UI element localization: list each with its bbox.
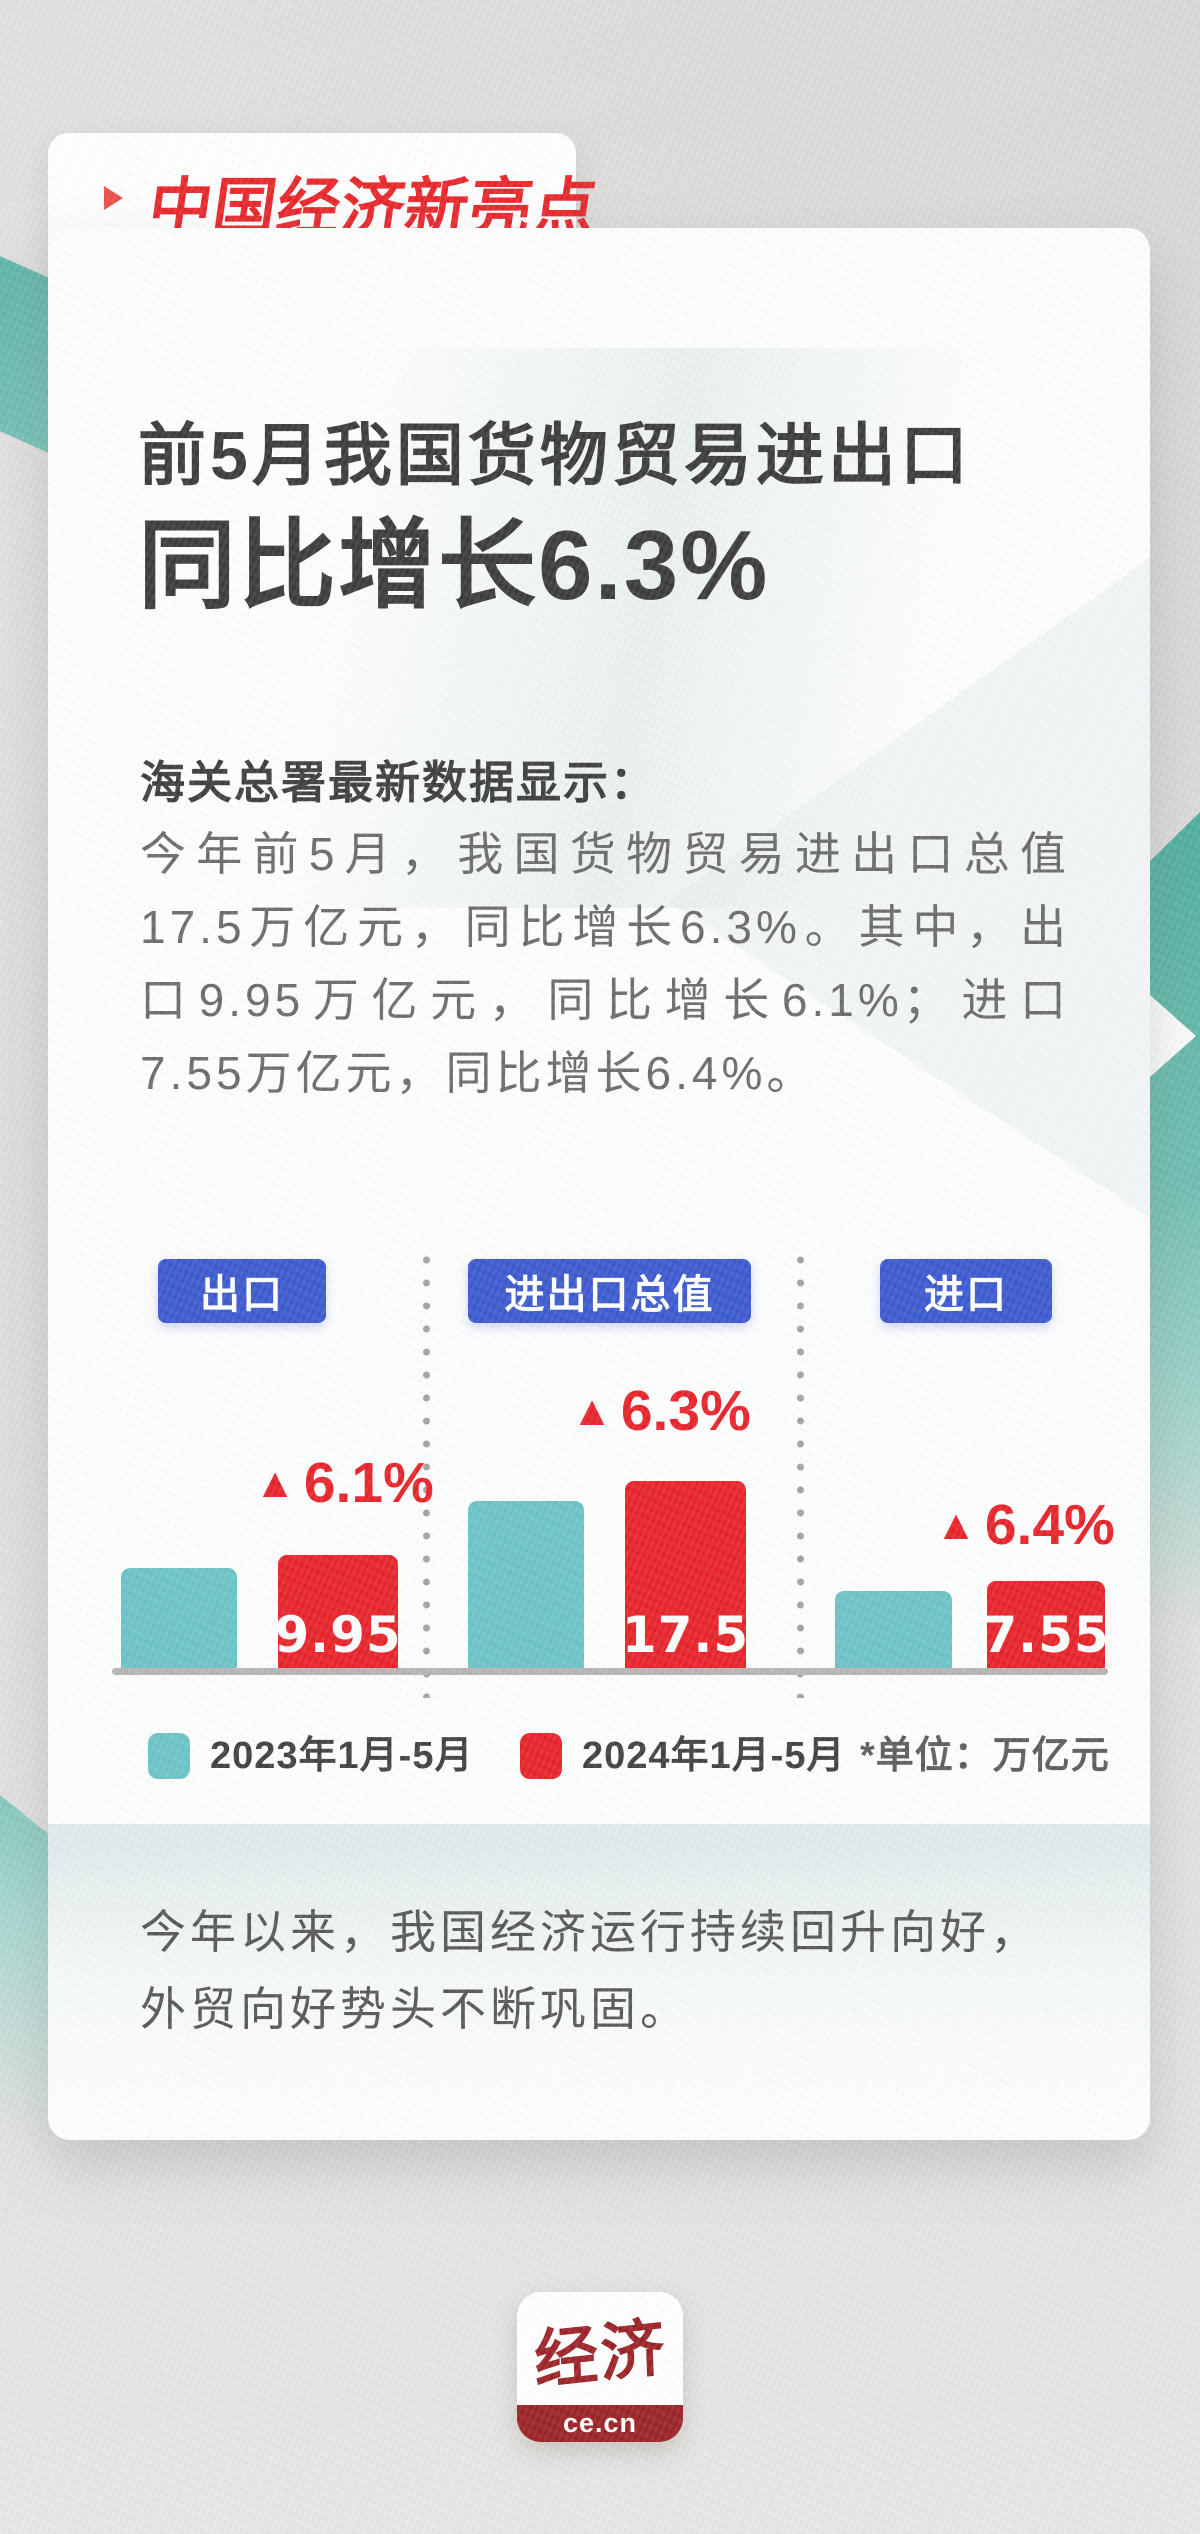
ce-cn-logo: 经济 ce.cn <box>517 2292 683 2442</box>
body-paragraph-line: 今年前5月，我国货物贸易进出口总值 <box>140 828 1070 880</box>
growth-value: 6.3% <box>620 1379 751 1443</box>
body-paragraph: 今年前5月，我国货物贸易进出口总值 17.5万亿元，同比增长6.3%。其中，出 … <box>140 818 1070 1110</box>
chart-baseline <box>112 1668 1108 1675</box>
legend-swatch-2023 <box>148 1733 190 1779</box>
logo-domain-band: ce.cn <box>517 2405 683 2442</box>
growth-annotation-export: ▲ 6.1% <box>224 1450 464 1516</box>
teal-band-right <box>1150 812 1200 1632</box>
bar-2024-export: 9.95 <box>274 1555 401 1672</box>
bar-2024-total: 17.5 <box>621 1481 750 1672</box>
content-card: 前5月我国货物贸易进出口 同比增长6.3% 海关总署最新数据显示： 今年前5月，… <box>48 228 1150 2140</box>
teal-band-left-bottom <box>0 1795 52 2145</box>
category-label-export: 出口 <box>158 1259 326 1323</box>
closing-paragraph: 今年以来，我国经济运行持续回升向好， 外贸向好势头不断巩固。 <box>140 1894 1080 2048</box>
bar-2023-export <box>121 1568 237 1672</box>
legend-label-2023: 2023年1月-5月 <box>210 1735 474 1777</box>
body-paragraph-line: 口9.95万亿元，同比增长6.1%；进口 <box>140 974 1070 1026</box>
chart-legend: 2023年1月-5月 2024年1月-5月 *单位：万亿元 <box>48 1733 1150 1781</box>
up-triangle-icon: ▲ <box>254 1459 296 1506</box>
bar-value-label: 7.55 <box>982 1606 1110 1664</box>
up-triangle-icon: ▲ <box>571 1387 613 1434</box>
page-title-line2: 同比增长6.3% <box>138 510 770 620</box>
bar-2024-import: 7.55 <box>982 1581 1109 1672</box>
legend-label-2024: 2024年1月-5月 <box>582 1735 846 1777</box>
body-paragraph-line: 7.55万亿元，同比增长6.4%。 <box>140 1047 817 1099</box>
body-paragraph-line: 17.5万亿元，同比增长6.3%。其中，出 <box>140 901 1070 953</box>
legend-swatch-2024 <box>520 1733 562 1779</box>
page-title-line1: 前5月我国货物贸易进出口 <box>138 418 972 494</box>
growth-value: 6.1% <box>303 1451 434 1515</box>
bar-value-label: 9.95 <box>274 1606 402 1664</box>
up-triangle-icon: ▲ <box>935 1501 977 1548</box>
unit-note: *单位：万亿元 <box>860 1735 1110 1777</box>
bar-value-label: 17.5 <box>621 1606 750 1664</box>
growth-annotation-import: ▲ 6.4% <box>905 1492 1145 1558</box>
lead-text: 海关总署最新数据显示： <box>140 757 658 808</box>
closing-paragraph-line: 外贸向好势头不断巩固。 <box>140 1983 690 2035</box>
category-label-import: 进口 <box>880 1259 1052 1323</box>
logo-calligraphy-text: 经济 <box>533 2310 668 2399</box>
growth-annotation-total: ▲ 6.3% <box>541 1378 781 1444</box>
category-label-total: 进出口总值 <box>468 1259 751 1323</box>
card-bottom-tint <box>48 1824 1150 2104</box>
closing-paragraph-line: 今年以来，我国经济运行持续回升向好， <box>140 1906 1040 1958</box>
play-icon <box>104 186 123 210</box>
card-watermark-diagonal <box>48 348 1150 908</box>
bar-2023-import <box>835 1591 952 1672</box>
bar-2023-total <box>468 1501 584 1672</box>
growth-value: 6.4% <box>984 1493 1115 1557</box>
dotted-divider <box>423 1256 430 1698</box>
dotted-divider <box>797 1256 804 1698</box>
